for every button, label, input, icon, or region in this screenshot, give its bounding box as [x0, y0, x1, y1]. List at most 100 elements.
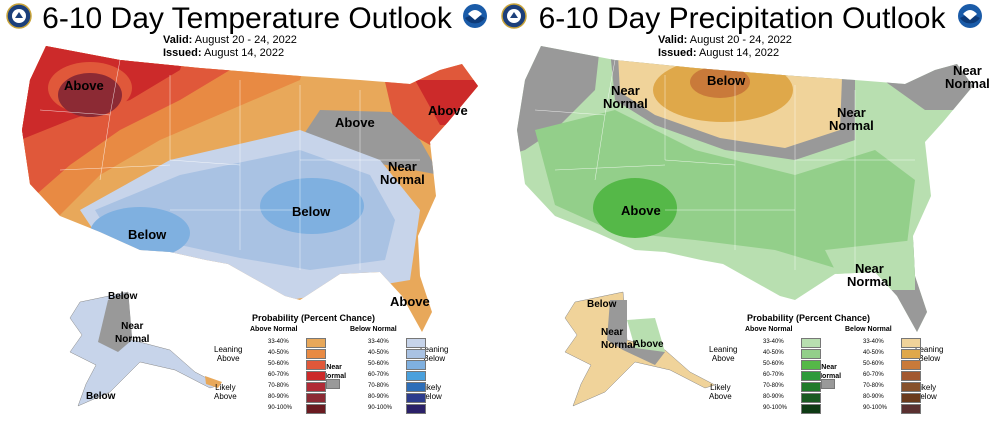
legend-swatch-b-5: [406, 393, 426, 403]
map-label-alaska-below-south: Below: [86, 391, 116, 402]
legend: Probability (Percent Chance) Above Norma…: [705, 313, 987, 419]
legend-pct-a-2: 50-60%: [763, 361, 784, 367]
near-word: Near: [610, 83, 640, 98]
legend-pct-b-2: 50-60%: [368, 361, 389, 367]
legend-pct-a-6: 90-100%: [268, 405, 293, 411]
above-word: Above: [214, 392, 237, 401]
map-label-above-great-lakes: Above: [335, 115, 375, 130]
legend-likely-below: Likely Below: [915, 383, 937, 401]
legend-swatch-b-2: [406, 360, 426, 370]
legend-swatch-b-3: [901, 371, 921, 381]
legend-swatch-a-6: [306, 404, 326, 414]
issued-value: August 14, 2022: [203, 47, 285, 59]
likely-word: Likely: [420, 383, 442, 392]
legend-swatch-a-0: [306, 338, 326, 348]
near-word: Near: [326, 364, 342, 371]
legend-pct-a-0: 33-40%: [763, 339, 784, 345]
legend-swatch-a-5: [801, 393, 821, 403]
map-label-near-normal-northeast: Near Normal: [945, 64, 989, 90]
legend-swatch-a-3: [306, 371, 326, 381]
map-label-near-normal: Near Normal: [380, 160, 425, 186]
issued-label: Issued:: [163, 47, 202, 59]
leaning-word: Leaning: [709, 345, 738, 354]
legend-near-normal-swatch: [821, 379, 835, 389]
map-label-near-normal-northwest: Near Normal: [603, 84, 648, 110]
map-label-alaska-near-normal: Near Normal: [601, 326, 635, 352]
leaning-word: Leaning: [420, 345, 449, 354]
legend-above-header: Above Normal: [250, 326, 298, 333]
legend-swatch-b-4: [901, 382, 921, 392]
legend-below-header: Below Normal: [845, 326, 892, 333]
temperature-map: [22, 46, 478, 407]
legend-pct-b-6: 90-100%: [863, 405, 888, 411]
legend-pct-a-3: 60-70%: [763, 372, 784, 378]
valid-label: Valid:: [163, 34, 193, 46]
legend-likely-above: Likely Above: [214, 383, 237, 401]
legend-pct-b-1: 40-50%: [863, 350, 884, 356]
legend-swatch-b-3: [406, 371, 426, 381]
legend-pct-b-6: 90-100%: [368, 405, 393, 411]
normal-word: Normal: [380, 172, 425, 187]
legend-swatch-a-2: [801, 360, 821, 370]
legend-leaning-above: Leaning Above: [709, 345, 737, 363]
legend-pct-a-4: 70-80%: [268, 383, 289, 389]
legend-pct-b-0: 33-40%: [863, 339, 884, 345]
map-label-near-normal-southeast: Near Normal: [847, 262, 892, 288]
legend-near-normal: Near Normal: [817, 363, 841, 381]
near-word: Near: [854, 261, 884, 276]
legend-near-normal-swatch: [326, 379, 340, 389]
legend-swatch-b-6: [406, 404, 426, 414]
legend-pct-b-1: 40-50%: [368, 350, 389, 356]
normal-word: Normal: [945, 76, 989, 91]
normal-word: Normal: [601, 340, 636, 351]
temperature-panel: 6-10 Day Temperature Outlook Valid: Augu…: [0, 0, 494, 422]
normal-word: Normal: [603, 96, 648, 111]
valid-label: Valid:: [658, 34, 688, 46]
likely-word: Likely: [915, 383, 937, 392]
legend-likely-above: Likely Above: [709, 383, 732, 401]
map-label-below-southwest: Below: [128, 227, 167, 242]
page-title: 6-10 Day Precipitation Outlook: [538, 2, 946, 35]
normal-word: Normal: [817, 373, 842, 380]
page-title: 6-10 Day Temperature Outlook: [42, 2, 452, 35]
legend-swatch-a-4: [306, 382, 326, 392]
below-word: Below: [420, 392, 442, 401]
near-word: Near: [121, 321, 144, 332]
map-label-below-central: Below: [292, 204, 331, 219]
precipitation-map: [517, 46, 973, 407]
issued-label: Issued:: [658, 47, 697, 59]
map-label-alaska-below-north: Below: [108, 291, 138, 302]
doc-logo-icon: [501, 3, 527, 29]
legend-pct-b-4: 70-80%: [368, 383, 389, 389]
near-word: Near: [821, 364, 837, 371]
legend-pct-a-1: 40-50%: [763, 350, 784, 356]
noaa-logo-icon: [958, 4, 982, 28]
legend-pct-a-5: 80-90%: [268, 394, 289, 400]
leaning-word: Leaning: [915, 345, 944, 354]
near-word: Near: [601, 327, 624, 338]
legend-title: Probability (Percent Chance): [747, 313, 871, 323]
legend-leaning-above: Leaning Above: [214, 345, 242, 363]
legend-pct-a-1: 40-50%: [268, 350, 289, 356]
near-word: Near: [952, 63, 982, 78]
legend-swatch-b-5: [901, 393, 921, 403]
legend-swatch-b-1: [406, 349, 426, 359]
map-label-alaska-below: Below: [587, 299, 617, 310]
map-label-above-northwest: Above: [64, 78, 104, 93]
legend-leaning-below: Leaning Below: [420, 345, 448, 363]
legend-swatch-a-1: [801, 349, 821, 359]
legend-swatch-b-1: [901, 349, 921, 359]
near-word: Near: [836, 105, 866, 120]
legend-swatch-a-3: [801, 371, 821, 381]
valid-value: August 20 - 24, 2022: [689, 34, 792, 46]
normal-word: Normal: [847, 274, 892, 289]
map-label-alaska-near-normal: Near Normal: [115, 320, 149, 346]
above-word: Above: [709, 392, 732, 401]
map-label-below-north: Below: [707, 73, 746, 88]
legend-leaning-below: Leaning Below: [915, 345, 943, 363]
below-word: Below: [918, 354, 941, 363]
issued-value: August 14, 2022: [698, 47, 780, 59]
legend-swatch-a-1: [306, 349, 326, 359]
map-label-above-northeast: Above: [428, 103, 468, 118]
legend-pct-b-0: 33-40%: [368, 339, 389, 345]
